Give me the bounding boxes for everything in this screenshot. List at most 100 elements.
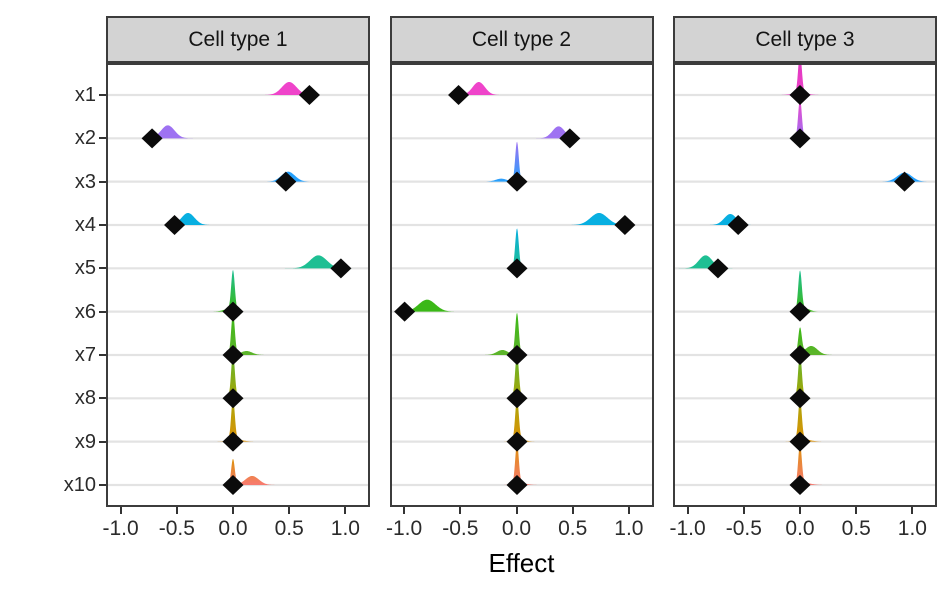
point-estimate-x1: [298, 85, 320, 105]
y-axis-tick: [99, 223, 106, 226]
x-axis-tick: [403, 507, 406, 514]
facet-strip-1: Cell type 1: [106, 16, 370, 63]
density-x1: [106, 82, 370, 95]
x-axis-tick: [288, 507, 291, 514]
y-axis-label-x1: x1: [74, 84, 96, 106]
x-axis-tick-label: 0.0: [501, 517, 532, 540]
density-x2: [673, 98, 937, 139]
x-axis-tick: [515, 507, 518, 514]
point-estimate-x5: [707, 258, 729, 279]
point-estimate-x9: [506, 431, 527, 452]
x-axis-tick-label: 1.0: [614, 517, 644, 540]
panel-border: [673, 63, 937, 507]
x-axis-tick-label: 1.0: [330, 517, 360, 540]
point-estimate-x6: [222, 301, 244, 322]
y-axis-tick: [99, 137, 106, 140]
point-estimate-x8: [506, 388, 527, 409]
point-estimate-x3: [275, 171, 297, 192]
point-estimate-x5: [330, 258, 352, 279]
density-x5: [390, 228, 654, 269]
density-x3: [106, 171, 370, 182]
point-estimate-x7: [789, 344, 811, 365]
y-axis-tick: [99, 267, 106, 270]
x-axis-tick: [119, 507, 122, 514]
density-x5: [106, 255, 370, 269]
point-estimate-x7: [506, 344, 527, 365]
density-x4: [673, 214, 937, 225]
point-estimate-x10: [789, 474, 811, 495]
y-axis-label-x5: x5: [74, 257, 96, 280]
x-axis-tick: [627, 507, 630, 514]
point-estimate-x10: [506, 474, 527, 495]
x-axis-tick-label: 0.0: [218, 517, 248, 540]
point-estimate-x2: [558, 128, 580, 149]
y-axis-label-x7: x7: [74, 343, 96, 366]
x-axis-tick: [911, 507, 914, 514]
x-axis-title: Effect: [488, 548, 555, 578]
point-estimate-x6: [393, 301, 415, 322]
point-estimate-x4: [164, 214, 186, 235]
point-estimate-x1: [789, 85, 811, 105]
density-x5: [673, 255, 937, 269]
density-x9: [390, 398, 654, 442]
facet-panel-1: [106, 63, 370, 507]
y-axis-tick: [99, 483, 106, 486]
y-axis-label-x3: x3: [74, 170, 96, 193]
density-x7: [673, 327, 937, 355]
y-axis-tick: [99, 94, 106, 96]
density-x4: [106, 212, 370, 225]
x-axis-tick-label: -1.0: [386, 517, 423, 540]
y-axis-label-x9: x9: [74, 430, 96, 453]
x-axis-tick: [232, 507, 234, 514]
point-estimate-x5: [506, 258, 527, 279]
point-estimate-x2: [141, 128, 163, 149]
y-axis-label-x6: x6: [74, 300, 96, 323]
y-axis-label-x2: x2: [74, 127, 96, 150]
x-axis-tick-label: 1.0: [897, 517, 927, 540]
x-axis-tick-label: 0.5: [274, 517, 304, 540]
density-x3: [390, 141, 654, 182]
point-estimate-x6: [789, 301, 811, 322]
facet-panel-3: [673, 63, 937, 507]
x-axis-tick-label: -1.0: [669, 517, 706, 540]
y-axis-label-x10: x10: [63, 473, 96, 496]
point-estimate-x4: [613, 214, 635, 235]
facet-strip-3: Cell type 3: [673, 16, 937, 63]
density-x2: [106, 125, 370, 139]
density-x10: [390, 443, 654, 485]
density-x6: [390, 299, 654, 312]
x-axis-tick-label: -0.5: [158, 517, 195, 540]
density-x9: [106, 398, 370, 442]
x-axis-tick-label: -0.5: [725, 517, 762, 540]
x-axis-tick-label: 0.0: [785, 517, 815, 540]
x-axis-tick: [344, 507, 347, 514]
point-estimate-x7: [222, 344, 244, 365]
x-axis-tick-label: -1.0: [102, 517, 139, 540]
y-axis-tick: [99, 310, 106, 313]
y-axis-tick: [99, 440, 106, 443]
point-estimate-x4: [727, 214, 749, 235]
x-axis-tick: [571, 507, 574, 514]
x-axis-tick-label: 0.5: [558, 517, 588, 540]
x-axis-tick-label: 0.5: [841, 517, 871, 540]
density-x1: [390, 82, 654, 95]
point-estimate-x2: [789, 128, 811, 149]
y-axis-tick: [99, 180, 106, 183]
x-axis-tick: [855, 507, 858, 514]
density-x6: [106, 269, 370, 312]
point-estimate-x3: [506, 171, 527, 192]
density-x9: [673, 398, 937, 442]
panel-border: [389, 63, 654, 507]
point-estimate-x9: [789, 431, 811, 452]
facet-panel-2: [389, 63, 654, 507]
point-estimate-x3: [894, 171, 916, 192]
x-axis-tick: [175, 507, 178, 514]
point-estimate-x9: [222, 431, 244, 452]
density-x10: [673, 443, 937, 485]
y-axis-label-x8: x8: [74, 387, 96, 410]
density-x6: [673, 270, 937, 312]
density-x7: [106, 312, 370, 355]
point-estimate-x1: [447, 85, 469, 105]
point-estimate-x10: [222, 474, 244, 495]
x-axis-tick: [742, 507, 745, 514]
